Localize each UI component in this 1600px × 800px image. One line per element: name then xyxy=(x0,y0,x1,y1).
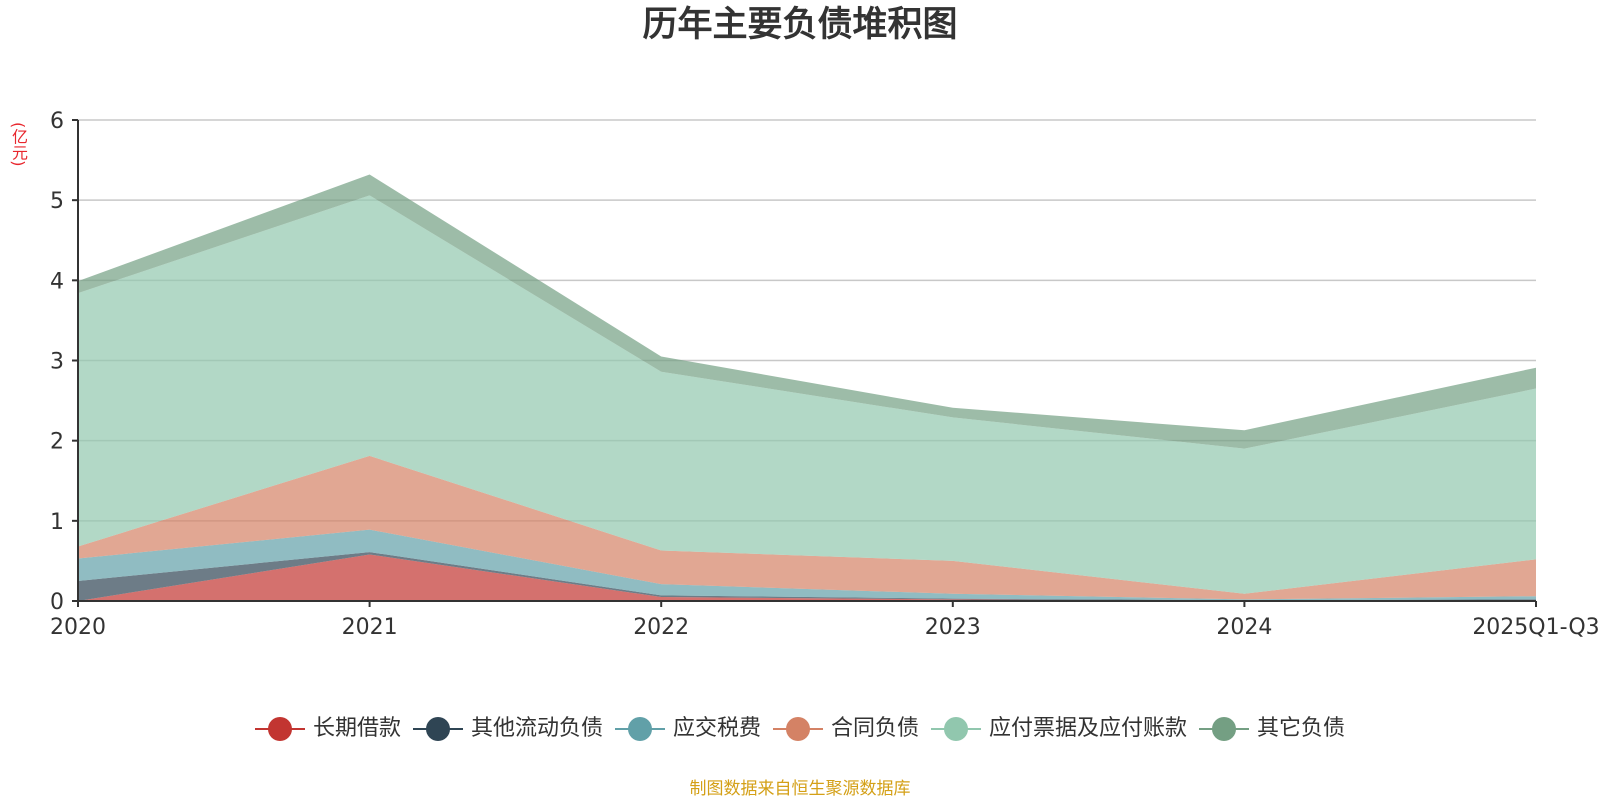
y-tick-label: 1 xyxy=(50,510,64,535)
axes: 2020 2021 2022 2023 2024 2025Q1-Q3 0 1 2 3 4 5 6 xyxy=(50,109,1600,640)
legend-item-3[interactable]: 应交税费 xyxy=(614,714,761,744)
legend: 长期借款 其他流动负债 应交税费 合同负债 应付票据及应付账款 其它负债 xyxy=(0,714,1600,744)
y-tick-label: 3 xyxy=(50,350,64,375)
area-layers xyxy=(78,174,1536,601)
legend-label: 应交税费 xyxy=(672,716,761,741)
area-series-6[interactable] xyxy=(78,174,1536,449)
legend-item-4[interactable]: 合同负债 xyxy=(773,714,919,744)
legend-marker-icon xyxy=(931,714,982,744)
legend-label: 应付票据及应付账款 xyxy=(989,716,1188,741)
area-series-5[interactable] xyxy=(78,195,1536,594)
legend-marker-icon xyxy=(1199,714,1250,744)
area-series-3[interactable] xyxy=(78,529,1536,601)
y-tick-label: 6 xyxy=(50,109,64,134)
x-tick-label: 2024 xyxy=(1216,615,1272,640)
legend-item-6[interactable]: 其它负债 xyxy=(1199,714,1345,744)
legend-label: 其他流动负债 xyxy=(470,716,603,741)
y-axis-unit-label: (亿元) xyxy=(9,122,28,167)
legend-label: 合同负债 xyxy=(831,716,920,741)
area-series-1[interactable] xyxy=(78,554,1536,601)
x-tick-label: 2023 xyxy=(925,615,981,640)
area-series-2[interactable] xyxy=(78,552,1536,601)
x-tick-label: 2020 xyxy=(50,615,106,640)
x-tick-label: 2022 xyxy=(633,615,689,640)
legend-marker-icon xyxy=(254,714,305,744)
legend-marker-icon xyxy=(773,714,823,744)
legend-marker-icon xyxy=(614,714,665,744)
chart-title: 历年主要负债堆积图 xyxy=(642,5,958,45)
legend-marker-icon xyxy=(412,714,463,744)
y-tick-label: 5 xyxy=(50,189,64,214)
y-tick-label: 2 xyxy=(50,430,64,455)
x-tick-label: 2021 xyxy=(342,615,398,640)
area-series-4[interactable] xyxy=(78,455,1536,600)
legend-label: 其它负债 xyxy=(1257,716,1346,741)
stacked-area-chart: 2020 2021 2022 2023 2024 2025Q1-Q3 0 1 2 3 4 5 6 xyxy=(50,109,1600,640)
legend-item-1[interactable]: 长期借款 xyxy=(254,714,401,744)
legend-item-5[interactable]: 应付票据及应付账款 xyxy=(931,714,1187,744)
source-note: 制图数据来自恒生聚源数据库 xyxy=(689,779,911,799)
legend-item-2[interactable]: 其他流动负债 xyxy=(412,714,603,744)
legend-label: 长期借款 xyxy=(312,716,401,741)
y-tick-label: 4 xyxy=(50,269,64,294)
x-tick-label: 2025Q1-Q3 xyxy=(1472,615,1599,640)
y-tick-label: 0 xyxy=(50,590,64,615)
